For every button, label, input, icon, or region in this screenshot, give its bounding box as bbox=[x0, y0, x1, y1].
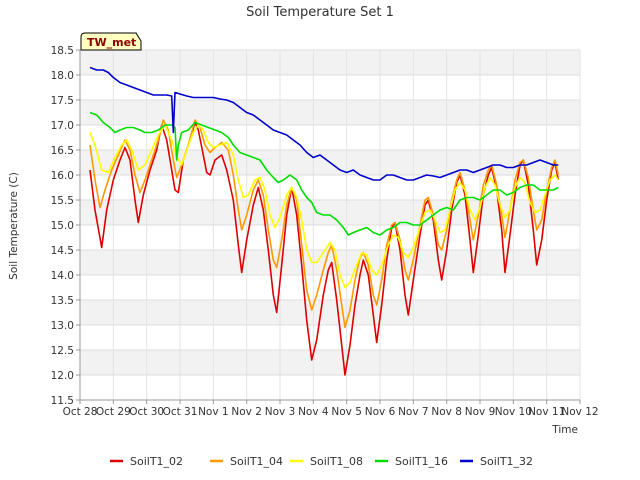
station-badge: TW_met bbox=[80, 32, 142, 51]
x-axis-title: Time bbox=[551, 424, 578, 436]
grid-lines bbox=[79, 49, 581, 401]
plot-band bbox=[80, 275, 580, 300]
plot-band bbox=[80, 175, 580, 200]
y-tick-label: 12.5 bbox=[51, 345, 74, 357]
x-tick-label: Nov 5 bbox=[331, 406, 362, 418]
x-tick-label: Oct 29 bbox=[96, 406, 131, 418]
plot-band bbox=[80, 225, 580, 250]
y-axis-title: Soil Temperature (C) bbox=[8, 172, 20, 280]
y-tick-label: 15.0 bbox=[51, 220, 74, 232]
plot-background bbox=[80, 50, 580, 400]
legend-label-soilt1-02: SoilT1_02 bbox=[130, 455, 183, 468]
series-line-soilt1-02 bbox=[89, 121, 560, 376]
x-tick-label: Oct 31 bbox=[163, 406, 198, 418]
plot-band bbox=[80, 250, 580, 275]
plot-band bbox=[80, 50, 580, 75]
series-line-soilt1-04 bbox=[89, 119, 560, 329]
y-tick-label: 16.5 bbox=[51, 145, 74, 157]
y-tick-label: 13.0 bbox=[51, 320, 74, 332]
series-lines bbox=[89, 66, 560, 376]
y-tick-label: 12.0 bbox=[51, 370, 74, 382]
plot-band bbox=[80, 300, 580, 325]
x-tick-label: Nov 4 bbox=[298, 406, 329, 418]
legend-label-soilt1-32: SoilT1_32 bbox=[480, 455, 533, 468]
plot-band bbox=[80, 200, 580, 225]
y-tick-label: 17.5 bbox=[51, 95, 74, 107]
x-tick-label: Nov 7 bbox=[398, 406, 429, 418]
legend: SoilT1_02 SoilT1_04 SoilT1_08 SoilT1_16 Soil… bbox=[110, 455, 533, 468]
series-line-soilt1-32 bbox=[89, 66, 559, 181]
x-tick-label: Nov 8 bbox=[431, 406, 462, 418]
x-tick-label: Nov 11 bbox=[528, 406, 565, 418]
y-tick-label: 18.0 bbox=[51, 70, 74, 82]
series-line-soilt1-16 bbox=[89, 111, 559, 236]
station-badge-label: TW_met bbox=[87, 36, 136, 49]
x-tick-label: Nov 9 bbox=[465, 406, 496, 418]
x-tick-label: Nov 10 bbox=[495, 406, 532, 418]
y-axis-ticks: 11.5 12.0 12.5 13.0 13.5 14.0 14.5 15.0 15.5 16.0… bbox=[51, 45, 80, 407]
y-tick-label: 18.5 bbox=[51, 45, 74, 57]
y-tick-label: 15.5 bbox=[51, 195, 74, 207]
legend-label-soilt1-16: SoilT1_16 bbox=[395, 455, 448, 468]
x-tick-label: Nov 1 bbox=[198, 406, 229, 418]
x-tick-label: Nov 3 bbox=[265, 406, 296, 418]
series-line-soilt1-08 bbox=[89, 124, 559, 289]
x-tick-label: Nov 2 bbox=[231, 406, 262, 418]
legend-label-soilt1-04: SoilT1_04 bbox=[230, 455, 283, 468]
x-tick-label: Oct 28 bbox=[63, 406, 98, 418]
plot-band bbox=[80, 325, 580, 350]
y-tick-label: 13.5 bbox=[51, 295, 74, 307]
x-tick-label: Oct 30 bbox=[129, 406, 164, 418]
chart-title: Soil Temperature Set 1 bbox=[246, 5, 394, 20]
y-tick-label: 14.0 bbox=[51, 270, 74, 282]
x-tick-label: Nov 12 bbox=[561, 406, 598, 418]
x-tick-label: Nov 6 bbox=[365, 406, 396, 418]
y-tick-label: 16.0 bbox=[51, 170, 74, 182]
plot-band bbox=[80, 375, 580, 400]
legend-label-soilt1-08: SoilT1_08 bbox=[310, 455, 363, 468]
station-badge-box bbox=[80, 32, 142, 51]
plot-band bbox=[80, 100, 580, 125]
y-tick-label: 11.5 bbox=[51, 395, 74, 407]
y-tick-label: 17.0 bbox=[51, 120, 74, 132]
plot-band bbox=[80, 125, 580, 150]
plot-band bbox=[80, 350, 580, 375]
y-tick-label: 14.5 bbox=[51, 245, 74, 257]
plot-band bbox=[80, 75, 580, 100]
